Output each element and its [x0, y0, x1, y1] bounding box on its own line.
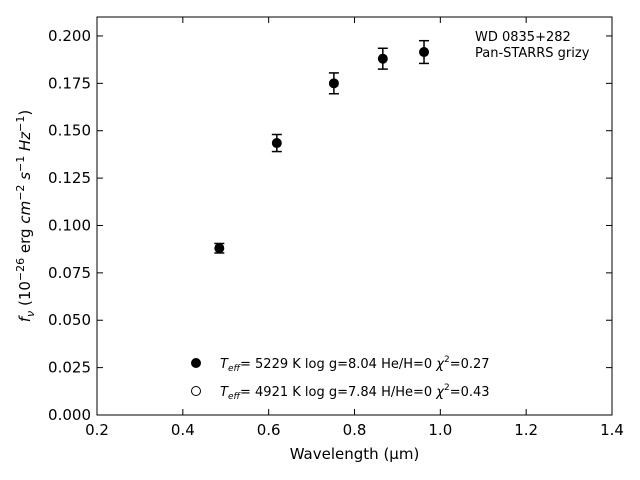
y-axis-label: fν (10−26 erg cm−2 s−1 Hz−1) [14, 110, 37, 322]
data-point [328, 78, 339, 89]
y-tick-label: 0.100 [48, 216, 91, 234]
x-axis-label: Wavelength (μm) [290, 445, 420, 463]
data-point [419, 47, 430, 58]
data-points [214, 39, 430, 254]
x-tick-label: 0.6 [257, 421, 281, 439]
y-tick-label: 0.050 [48, 311, 91, 329]
target-name-annotation: WD 0835+282 [475, 30, 571, 45]
legend-marker [191, 386, 201, 396]
x-tick-label: 0.8 [343, 421, 367, 439]
y-tick-label: 0.175 [48, 74, 91, 92]
data-point [214, 243, 225, 254]
legend-entry-label: Teff= 5229 K log g=8.04 He/H=0 χ2=0.27 [220, 355, 490, 374]
y-tick-label: 0.000 [48, 406, 91, 424]
x-tick-label: 1.2 [514, 421, 538, 439]
data-point [271, 138, 282, 149]
survey-annotation: Pan-STARRS grizy [475, 46, 590, 61]
y-tick-label: 0.075 [48, 264, 91, 282]
y-axis: 0.000 0.025 0.050 0.075 0.100 0.125 0.150 0.175… [48, 27, 612, 424]
x-tick-label: 1.0 [428, 421, 452, 439]
y-tick-label: 0.025 [48, 359, 91, 377]
legend: Teff= 5229 K log g=8.04 He/H=0 χ2=0.27 Te… [191, 355, 490, 402]
y-tick-label: 0.125 [48, 169, 91, 187]
data-point [377, 53, 388, 64]
legend-marker [191, 358, 201, 368]
legend-entry-label: Teff= 4921 K log g=7.84 H/He=0 χ2=0.43 [220, 383, 490, 402]
y-tick-label: 0.150 [48, 122, 91, 140]
x-tick-label: 1.4 [600, 421, 624, 439]
y-tick-label: 0.200 [48, 27, 91, 45]
x-tick-label: 0.4 [171, 421, 195, 439]
x-tick-label: 0.2 [85, 421, 109, 439]
x-axis: 0.2 0.4 0.6 0.8 1.0 1.2 1.4 [85, 17, 624, 439]
